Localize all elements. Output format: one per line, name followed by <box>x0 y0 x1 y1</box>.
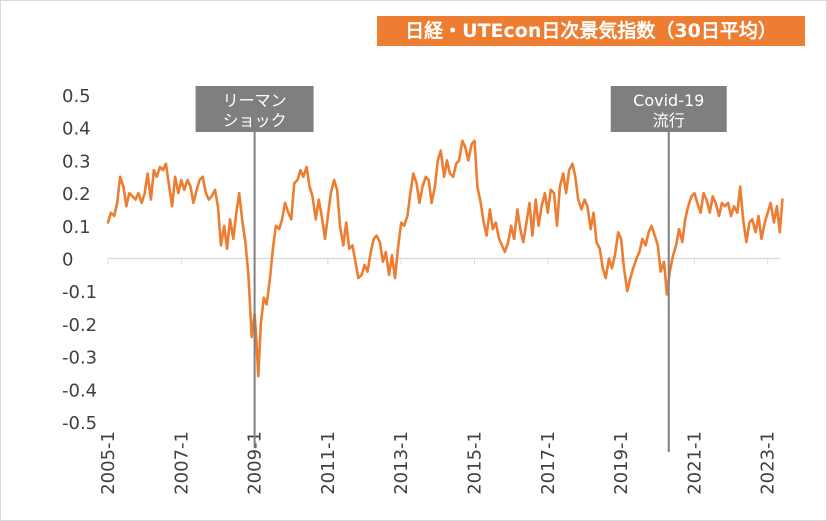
annotation-label: Covid-19 <box>633 91 704 110</box>
x-tick-label: 2009-1 <box>245 431 266 495</box>
y-tick-label: 0.2 <box>62 184 91 205</box>
chart-title: 日経・UTEcon日次景気指数（30日平均） <box>377 16 805 46</box>
y-tick-label: 0.4 <box>62 119 91 140</box>
annotation-box <box>195 86 314 132</box>
y-tick-label: 0.3 <box>62 151 91 172</box>
y-tick-label: -0.5 <box>62 413 97 434</box>
annotation-label: リーマン <box>223 91 287 110</box>
x-tick-label: 2023-1 <box>758 431 779 495</box>
x-tick-label: 2007-1 <box>171 431 192 495</box>
x-tick-label: 2013-1 <box>391 431 412 495</box>
x-tick-label: 2011-1 <box>318 431 339 495</box>
x-tick-label: 2005-1 <box>98 431 119 495</box>
series-line <box>106 139 784 378</box>
x-tick-label: 2021-1 <box>684 431 705 495</box>
annotation-box <box>610 86 727 132</box>
x-tick-label: 2015-1 <box>465 431 486 495</box>
y-tick-label: -0.1 <box>62 282 97 303</box>
y-tick-label: 0.1 <box>62 217 91 238</box>
x-tick-label: 2019-1 <box>611 431 632 495</box>
y-tick-label: -0.2 <box>62 315 97 336</box>
y-tick-label: 0.5 <box>62 86 91 107</box>
annotation-label: ショック <box>223 111 287 130</box>
y-tick-label: -0.4 <box>62 380 97 401</box>
y-tick-label: -0.3 <box>62 348 97 369</box>
y-tick-label: 0 <box>62 250 73 271</box>
x-tick-label: 2017-1 <box>538 431 559 495</box>
annotation-label: 流行 <box>653 111 685 130</box>
